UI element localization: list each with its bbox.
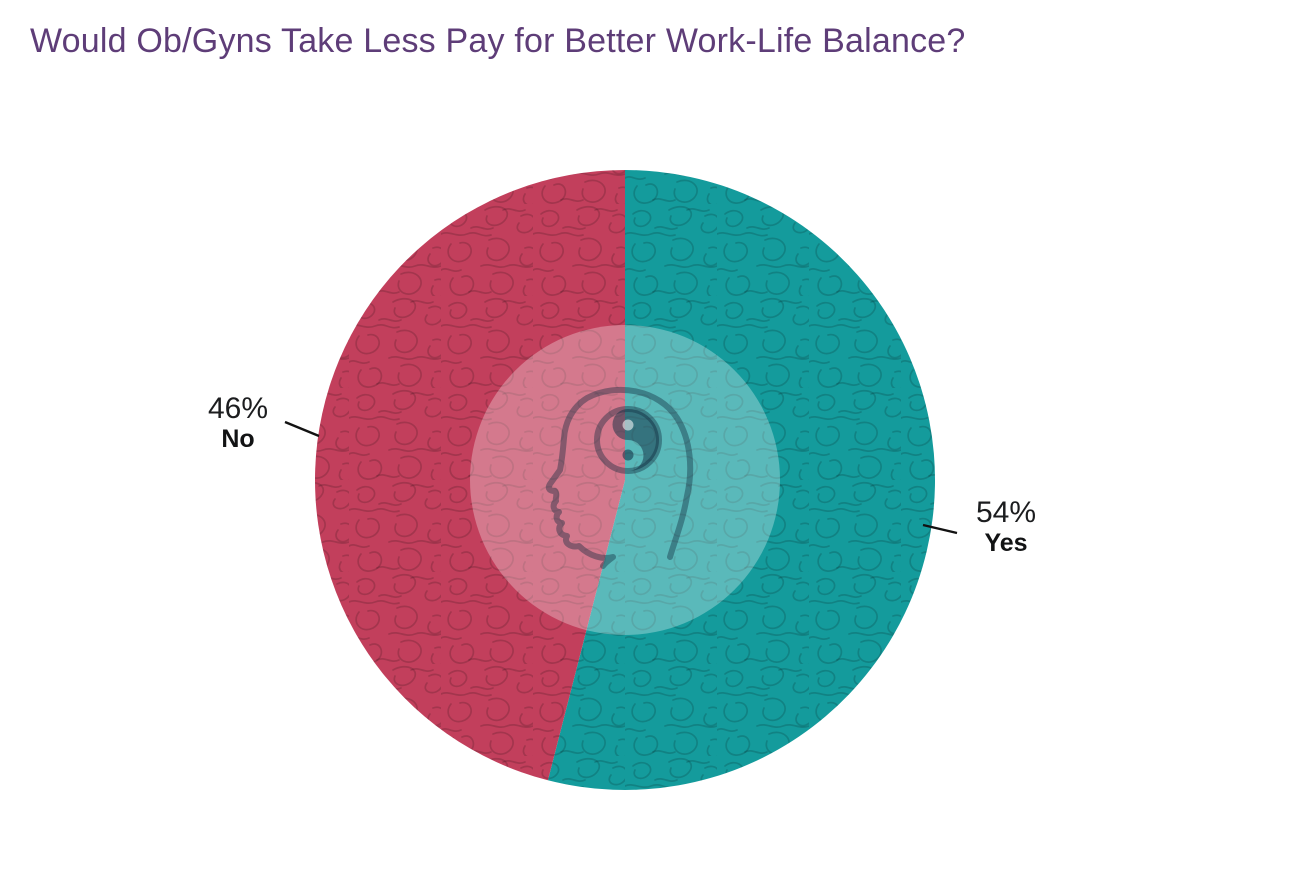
- head-outline: [545, 386, 694, 569]
- label-no-name: No: [221, 425, 255, 453]
- center-circle-overlay: [470, 325, 780, 635]
- label-yes-name: Yes: [984, 529, 1028, 557]
- leader-line-no: [284, 420, 320, 438]
- yin-yang-light-dot: [622, 419, 634, 431]
- leader-line-yes: [922, 523, 958, 535]
- pie-texture-overlay: [315, 170, 935, 790]
- label-yes-percent: 54%: [975, 496, 1037, 529]
- head-yin-yang-icon: [545, 386, 694, 569]
- label-yes: 54% Yes: [946, 498, 1066, 556]
- label-no-percent: 46%: [207, 392, 269, 425]
- chart-title: Would Ob/Gyns Take Less Pay for Better W…: [30, 22, 966, 60]
- label-no: 46% No: [178, 394, 298, 452]
- yin-yang-dark-dot: [622, 449, 634, 461]
